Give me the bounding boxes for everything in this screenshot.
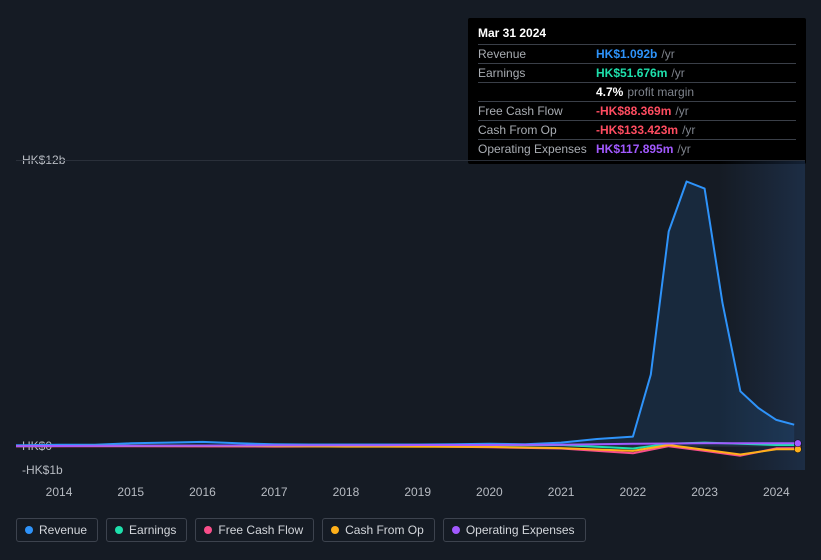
- tooltip-row-suffix: /yr: [677, 141, 690, 157]
- tooltip-row: RevenueHK$1.092b/yr: [478, 44, 796, 63]
- legend-dot-icon: [331, 526, 339, 534]
- tooltip-row-value: HK$117.895m: [596, 141, 673, 157]
- tooltip-row-label: Free Cash Flow: [478, 103, 596, 119]
- tooltip-row: Operating ExpensesHK$117.895m/yr: [478, 139, 796, 158]
- x-axis-label: 2017: [261, 485, 288, 499]
- legend-dot-icon: [452, 526, 460, 534]
- tooltip-row-label: Revenue: [478, 46, 596, 62]
- tooltip-row-suffix: /yr: [682, 122, 695, 138]
- x-axis-label: 2020: [476, 485, 503, 499]
- x-axis-label: 2021: [548, 485, 575, 499]
- tooltip-row-value: HK$51.676m: [596, 65, 667, 81]
- legend-dot-icon: [115, 526, 123, 534]
- legend: Revenue Earnings Free Cash Flow Cash From O…: [16, 518, 586, 542]
- tooltip-row-label: Earnings: [478, 65, 596, 81]
- tooltip-row-suffix: /yr: [661, 46, 674, 62]
- tooltip-row: EarningsHK$51.676m/yr: [478, 63, 796, 82]
- x-axis-label: 2022: [619, 485, 646, 499]
- x-axis-label: 2016: [189, 485, 216, 499]
- tooltip-row-label: [478, 84, 596, 100]
- tooltip-row: Free Cash Flow-HK$88.369m/yr: [478, 101, 796, 120]
- legend-label: Earnings: [129, 523, 176, 537]
- legend-label: Free Cash Flow: [218, 523, 303, 537]
- legend-dot-icon: [25, 526, 33, 534]
- tooltip-row-suffix: /yr: [675, 103, 688, 119]
- financials-chart[interactable]: HK$12bHK$0-HK$1b 20142015201620172018201…: [16, 160, 805, 470]
- tooltip-row-suffix: /yr: [671, 65, 684, 81]
- tooltip-row-value: HK$1.092b: [596, 46, 657, 62]
- tooltip-row: Cash From Op-HK$133.423m/yr: [478, 120, 796, 139]
- legend-dot-icon: [204, 526, 212, 534]
- legend-item-revenue[interactable]: Revenue: [16, 518, 98, 542]
- tooltip-row: 4.7%profit margin: [478, 82, 796, 101]
- tooltip-date: Mar 31 2024: [478, 24, 796, 44]
- legend-item-opex[interactable]: Operating Expenses: [443, 518, 586, 542]
- tooltip-row-suffix: profit margin: [627, 84, 694, 100]
- tooltip-row-label: Operating Expenses: [478, 141, 596, 157]
- tooltip-row-value: -HK$133.423m: [596, 122, 678, 138]
- x-axis-label: 2019: [404, 485, 431, 499]
- legend-label: Cash From Op: [345, 523, 424, 537]
- tooltip-row-value: -HK$88.369m: [596, 103, 671, 119]
- x-axis-label: 2015: [117, 485, 144, 499]
- legend-item-fcf[interactable]: Free Cash Flow: [195, 518, 314, 542]
- x-axis-label: 2014: [46, 485, 73, 499]
- legend-item-earnings[interactable]: Earnings: [106, 518, 187, 542]
- tooltip-row-value: 4.7%: [596, 84, 623, 100]
- legend-label: Operating Expenses: [466, 523, 575, 537]
- tooltip-row-label: Cash From Op: [478, 122, 596, 138]
- x-axis-label: 2023: [691, 485, 718, 499]
- chart-plot-svg: [16, 160, 805, 470]
- legend-label: Revenue: [39, 523, 87, 537]
- chart-tooltip: Mar 31 2024RevenueHK$1.092b/yrEarningsHK…: [468, 18, 806, 164]
- legend-item-cfo[interactable]: Cash From Op: [322, 518, 435, 542]
- x-axis-label: 2018: [333, 485, 360, 499]
- x-axis-label: 2024: [763, 485, 790, 499]
